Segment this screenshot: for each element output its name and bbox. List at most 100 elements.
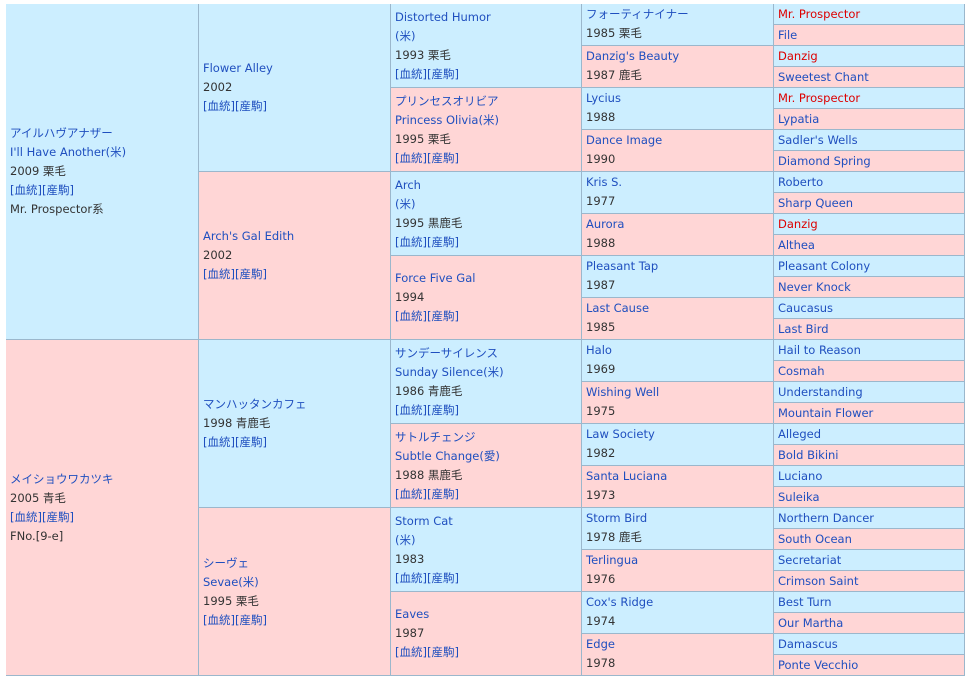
horse-name-link[interactable]: Dance Image [586,133,663,147]
bloodline-link[interactable]: [血統] [395,150,427,165]
foal-link[interactable]: [産駒] [234,435,267,449]
horse-name-link[interactable]: Lypatia [778,111,820,126]
horse-name-link[interactable]: Mr. Prospector [778,6,861,21]
horse-name-link[interactable]: Alleged [778,426,822,441]
horse-name-en-link[interactable]: Subtle Change(愛) [395,448,500,463]
horse-name-link[interactable]: Aurora [586,217,625,231]
horse-name-link[interactable]: Terlingua [586,553,639,567]
foal-link[interactable]: [産駒] [234,612,267,627]
horse-name-link[interactable]: Cosmah [778,363,825,378]
horse-name-link[interactable]: フォーティナイナー [586,7,689,21]
horse-name-link[interactable]: Mr. Prospector [778,90,861,105]
foal-link[interactable]: [産駒] [426,402,459,417]
horse-name-link[interactable]: Bold Bikini [778,447,839,462]
horse-name-link[interactable]: Arch's Gal Edith [203,229,295,243]
foal-link[interactable]: [産駒] [426,570,459,585]
horse-name-link[interactable]: Flower Alley [203,61,273,75]
horse-name-link[interactable]: Kris S. [586,175,623,189]
foal-link[interactable]: [産駒] [426,150,459,165]
horse-origin-link[interactable]: (米) [395,28,416,43]
bloodline-link[interactable]: [血統] [395,402,427,417]
horse-name-link[interactable]: Caucasus [778,300,834,315]
horse-name-link[interactable]: Damascus [778,636,838,651]
horse-name-link[interactable]: Last Bird [778,321,829,336]
horse-name-link[interactable]: Understanding [778,384,863,399]
bloodline-link[interactable]: [血統] [395,486,427,501]
horse-name-link[interactable]: Secretariat [778,552,842,567]
foal-link[interactable]: [産駒] [426,645,459,659]
horse-name-link[interactable]: Distorted Humor [395,9,491,24]
horse-name-link[interactable]: Luciano [778,468,823,483]
horse-name-link[interactable]: Diamond Spring [778,153,871,168]
g5-cell-15: Caucasus [774,298,965,319]
bloodline-link[interactable]: [血統] [10,183,42,197]
horse-name-link[interactable]: Northern Dancer [778,510,875,525]
horse-name-link[interactable]: Pleasant Tap [586,259,659,273]
horse-name-link[interactable]: Althea [778,237,815,252]
foal-link[interactable]: [産駒] [234,99,267,113]
horse-name-link[interactable]: Halo [586,343,612,357]
dam-name-link[interactable]: メイショウワカツキ [10,471,114,486]
bloodline-link[interactable]: [血統] [203,267,235,281]
horse-name-link[interactable]: Santa Luciana [586,469,668,483]
bloodline-link[interactable]: [血統] [395,309,427,323]
horse-name-link[interactable]: Never Knock [778,279,851,294]
horse-name-link[interactable]: Mountain Flower [778,405,874,420]
horse-name-link[interactable]: Crimson Saint [778,573,859,588]
foal-link[interactable]: [産駒] [234,267,267,281]
horse-name-en-link[interactable]: Sunday Silence(米) [395,364,504,379]
horse-name-link[interactable]: Danzig [778,48,818,63]
bloodline-link[interactable]: [血統] [395,645,427,659]
foal-link[interactable]: [産駒] [426,234,459,249]
horse-name-link[interactable]: Storm Cat [395,513,453,528]
horse-origin-link[interactable]: (米) [395,196,416,211]
bloodline-link[interactable]: [血統] [10,509,42,524]
horse-name-link[interactable]: Edge [586,637,615,651]
horse-name-link[interactable]: Best Turn [778,594,832,609]
horse-name-link[interactable]: Ponte Vecchio [778,657,859,672]
horse-name-link[interactable]: File [778,27,798,42]
horse-name-ja-link[interactable]: シーヴェ [203,555,249,570]
foal-link[interactable]: [産駒] [426,66,459,81]
horse-name-link[interactable]: Last Cause [586,301,650,315]
horse-name-ja-link[interactable]: サンデーサイレンス [395,345,499,360]
horse-name-link[interactable]: Roberto [778,174,824,189]
horse-info: 1969 [586,362,616,376]
sire-name-ja-link[interactable]: アイルハヴアナザー [10,126,113,140]
horse-name-link[interactable]: Storm Bird [586,511,648,525]
horse-name-link[interactable]: Sharp Queen [778,195,854,210]
foal-link[interactable]: [産駒] [41,509,74,524]
horse-name-link[interactable]: Danzig's Beauty [586,49,680,63]
bloodline-link[interactable]: [血統] [203,612,235,627]
horse-name-en-link[interactable]: Sevae(米) [203,574,259,589]
horse-name-link[interactable]: Our Martha [778,615,844,630]
horse-name-ja-link[interactable]: プリンセスオリビア [395,93,499,108]
horse-name-link[interactable]: Cox's Ridge [586,595,654,609]
bloodline-link[interactable]: [血統] [203,99,235,113]
horse-name-link[interactable]: Hail to Reason [778,342,861,357]
foal-link[interactable]: [産駒] [41,183,74,197]
bloodline-link[interactable]: [血統] [395,570,427,585]
horse-name-link[interactable]: Danzig [778,216,818,231]
horse-name-link[interactable]: Lycius [586,91,621,105]
bloodline-link[interactable]: [血統] [395,234,427,249]
horse-name-link[interactable]: Sweetest Chant [778,69,869,84]
foal-link[interactable]: [産駒] [426,309,459,323]
bloodline-link[interactable]: [血統] [395,66,427,81]
foal-link[interactable]: [産駒] [426,486,459,501]
horse-name-link[interactable]: South Ocean [778,531,852,546]
horse-name-link[interactable]: マンハッタンカフェ [203,397,307,411]
horse-name-en-link[interactable]: Princess Olivia(米) [395,112,499,127]
horse-name-link[interactable]: Arch [395,177,421,192]
horse-name-link[interactable]: Force Five Gal [395,271,476,285]
bloodline-link[interactable]: [血統] [203,435,235,449]
horse-name-link[interactable]: Sadler's Wells [778,132,858,147]
horse-name-link[interactable]: Suleika [778,489,820,504]
horse-origin-link[interactable]: (米) [395,532,416,547]
horse-name-link[interactable]: Eaves [395,607,430,621]
horse-name-ja-link[interactable]: サトルチェンジ [395,429,476,444]
sire-name-en-link[interactable]: I'll Have Another(米) [10,145,127,159]
horse-name-link[interactable]: Pleasant Colony [778,258,871,273]
horse-name-link[interactable]: Wishing Well [586,385,660,399]
horse-name-link[interactable]: Law Society [586,427,655,441]
